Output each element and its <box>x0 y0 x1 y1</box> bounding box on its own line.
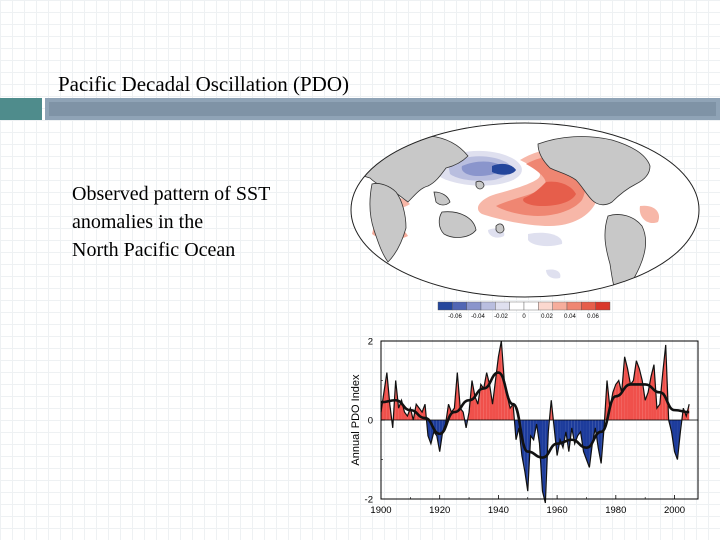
colorbar-swatch <box>480 301 496 311</box>
colorbar-swatch <box>437 301 453 311</box>
slide-title: Pacific Decadal Oscillation (PDO) <box>58 72 349 96</box>
positive-fill-segment <box>642 380 646 420</box>
north-america <box>537 136 651 206</box>
colorbar-swatch <box>552 301 568 311</box>
negative-fill-segment <box>436 420 440 452</box>
colorbar-swatch <box>595 301 611 311</box>
sst-anomaly-map: -0.06 -0.04 -0.02 0 0.02 0.04 0.06 <box>350 122 712 322</box>
body-line-3: North Pacific Ocean <box>72 239 236 261</box>
x-tick-label: 1900 <box>370 505 391 516</box>
x-tick-label: 1940 <box>488 505 509 516</box>
body-line-2: anomalies in the <box>72 211 204 233</box>
y-axis-ticks: -2 0 2 <box>365 337 385 506</box>
positive-fill-segment <box>383 372 387 420</box>
positive-fill-segment <box>467 412 470 420</box>
colorbar-label: -0.02 <box>494 314 508 320</box>
body-line-1: Observed pattern of SST <box>72 183 271 205</box>
negative-fill-segment <box>557 420 561 456</box>
colorbar-label: 0 <box>522 314 526 320</box>
negative-fill-segment <box>464 420 467 428</box>
japan <box>475 180 485 190</box>
positive-fill-segment <box>398 400 402 420</box>
x-axis-ticks: 1900 1920 1940 1960 1980 2000 <box>370 495 685 516</box>
y-tick-label: 0 <box>368 416 373 427</box>
positive-fill-segment <box>483 372 487 420</box>
positive-fill-segment <box>410 408 414 420</box>
colorbar-swatch <box>509 301 525 311</box>
positive-fill-segment <box>480 384 484 420</box>
positive-fill-segment <box>474 396 478 420</box>
south-america <box>604 214 646 297</box>
sst-map-figure: -0.06 -0.04 -0.02 0 0.02 0.04 0.06 <box>350 122 700 320</box>
negative-fill-segment <box>427 420 431 444</box>
y-tick-label: -2 <box>365 495 373 506</box>
positive-fill-segment <box>612 384 616 420</box>
colorbar-swatch <box>466 301 482 311</box>
colorbar-label: 0.06 <box>587 314 599 320</box>
x-tick-label: 1960 <box>547 505 568 516</box>
pdo-index-chart: 1900 1920 1940 1960 1980 2000 -2 0 2 Annual PDO… <box>344 326 704 524</box>
positive-fill-segment <box>636 360 640 420</box>
globe-outline <box>350 122 700 298</box>
pdo-annual-line <box>380 340 690 504</box>
accent-bar-left <box>0 98 42 120</box>
negative-fill-segment <box>574 420 578 444</box>
x-tick-label: 2000 <box>664 505 685 516</box>
x-tick-label: 1920 <box>429 505 450 516</box>
positive-fill-segment <box>630 380 634 420</box>
positive-fill-segment <box>639 368 643 420</box>
negative-fill-segment <box>586 420 590 468</box>
negative-fill-segment <box>674 420 678 460</box>
australia <box>438 211 477 238</box>
x-tick-label: 1980 <box>605 505 626 516</box>
southeast-asia <box>433 191 451 206</box>
positive-fill-segment <box>549 400 552 420</box>
map-colorbar <box>437 301 611 311</box>
colorbar-swatch <box>495 301 510 311</box>
map-colorbar-labels: -0.06 -0.04 -0.02 0 0.02 0.04 0.06 <box>448 314 599 320</box>
positive-fill-segment <box>633 360 637 420</box>
positive-fill-segment <box>471 380 475 420</box>
colorbar-swatch <box>523 301 539 311</box>
positive-fill-segment <box>662 344 666 420</box>
positive-fill-segment <box>422 404 426 420</box>
slide-body: Observed pattern of SST anomalies in the… <box>72 180 352 264</box>
positive-fill-segment <box>651 364 654 420</box>
colorbar-swatch <box>566 301 582 311</box>
y-axis-label: Annual PDO Index <box>350 374 362 466</box>
colorbar-label: -0.04 <box>471 314 485 320</box>
positive-fill-segment <box>615 380 619 420</box>
colorbar-label: -0.06 <box>448 314 462 320</box>
new-zealand <box>495 223 505 234</box>
pdo-smoothed-line <box>380 371 690 459</box>
accent-bar-right <box>45 98 720 120</box>
negative-fill-segment <box>426 420 428 436</box>
colorbar-swatch <box>581 301 596 311</box>
positive-fill-segment <box>498 341 502 420</box>
colorbar-swatch <box>538 301 553 311</box>
negative-fill-segment <box>530 420 534 440</box>
colorbar-label: 0.04 <box>564 314 576 320</box>
africa <box>369 183 407 263</box>
colorbar-swatch <box>452 301 467 311</box>
negative-fill-segment <box>583 420 587 460</box>
pdo-chart-svg: 1900 1920 1940 1960 1980 2000 -2 0 2 Annual PDO… <box>350 337 699 516</box>
colorbar-label: 0.02 <box>541 314 553 320</box>
greenland <box>647 133 685 153</box>
positive-fill-segment <box>507 396 511 420</box>
negative-fill-segment <box>542 420 546 503</box>
y-tick-label: 2 <box>368 337 373 348</box>
